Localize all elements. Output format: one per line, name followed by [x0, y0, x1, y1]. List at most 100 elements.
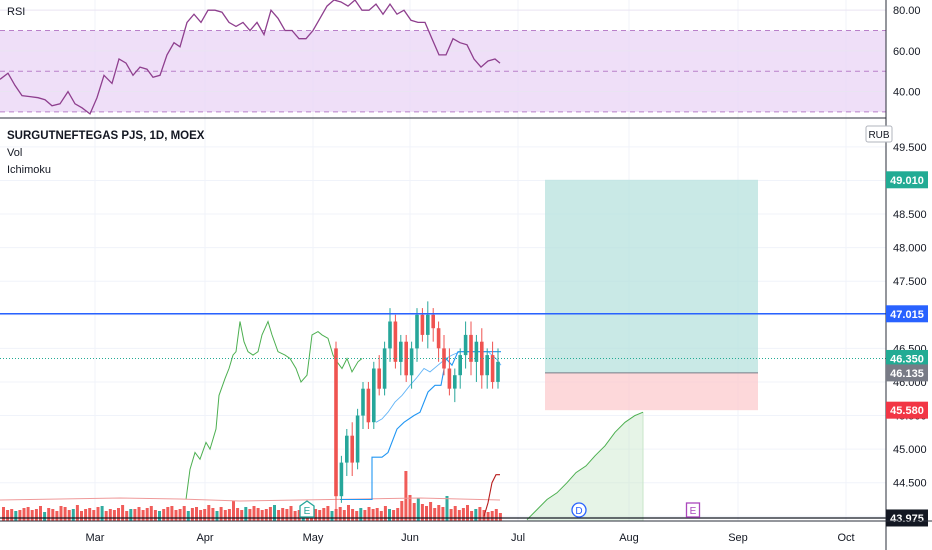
volume-bar	[457, 510, 461, 521]
volume-bar	[190, 508, 194, 521]
candle-body	[355, 415, 360, 463]
volume-bar	[297, 510, 301, 521]
volume-bar	[293, 511, 297, 521]
currency-badge-box	[865, 125, 893, 143]
volume-bar	[441, 507, 445, 521]
candle	[485, 348, 489, 389]
volume-bar	[18, 510, 22, 521]
volume-bar	[67, 510, 71, 521]
position-stop-zone	[545, 372, 758, 411]
price-label: 47.015	[886, 305, 928, 323]
candle	[436, 321, 441, 362]
volume-bar	[383, 506, 387, 521]
volume-bar	[88, 508, 92, 521]
price-label: 45.580	[886, 401, 928, 419]
volume-bar	[211, 508, 215, 521]
candle-body	[366, 388, 371, 423]
candle	[469, 321, 473, 376]
rsi-pane-title: RSI	[7, 6, 26, 18]
volume-bar	[203, 509, 207, 521]
candle-body	[404, 341, 408, 376]
candle-body	[496, 361, 500, 382]
candles	[334, 301, 500, 510]
candle	[458, 348, 462, 389]
x-tick-label: Jun	[401, 532, 419, 544]
volume-bar	[178, 509, 182, 521]
volume-bar	[322, 508, 326, 521]
volume-bar	[80, 511, 83, 521]
volume-bar	[359, 508, 363, 521]
candle	[334, 341, 338, 510]
candle	[474, 334, 479, 382]
candle-body	[485, 355, 489, 376]
position-target-zone	[545, 179, 758, 373]
volume-bar	[461, 508, 465, 521]
volume-bar	[223, 510, 227, 521]
volume-bar	[133, 509, 137, 521]
volume-bar	[408, 495, 412, 521]
candle	[339, 455, 344, 503]
indicator-label-ichimoku: Ichimoku	[7, 164, 52, 176]
volume-bar	[121, 505, 125, 521]
volume-bar	[363, 510, 367, 521]
price-tick-label: 48.500	[893, 209, 927, 221]
candle	[399, 334, 403, 376]
candle-body	[431, 314, 435, 329]
volume-bar	[355, 511, 359, 521]
volume-bar	[490, 511, 494, 521]
marker-label: E	[690, 506, 697, 517]
volume-bar	[437, 505, 441, 521]
price-label-box	[886, 364, 928, 382]
volume-bar	[453, 506, 457, 521]
candle-body	[372, 368, 376, 423]
volume-bar	[30, 510, 34, 521]
x-tick-label: Mar	[86, 532, 105, 544]
volume-bar	[314, 509, 318, 521]
price-label-box	[886, 509, 928, 527]
candle-body	[474, 341, 479, 362]
volume-bar	[125, 511, 129, 521]
volume-bar	[289, 506, 293, 521]
volume-bar	[392, 510, 396, 521]
volume-bar	[416, 498, 420, 521]
price-tick-label: 49.500	[893, 142, 927, 154]
volume-bar	[2, 507, 5, 521]
candle-body	[334, 348, 338, 497]
volume-bar	[108, 509, 112, 521]
x-tick-label: Aug	[619, 532, 639, 544]
volume-bar	[240, 510, 244, 521]
volume-bar	[51, 509, 55, 521]
volume-bar	[43, 512, 47, 521]
candle-body	[463, 334, 468, 356]
volume-bar	[268, 507, 272, 521]
volume-bar	[260, 510, 264, 521]
marker-shape	[299, 500, 315, 518]
x-tick-label: Jul	[511, 532, 525, 544]
volume-bar	[34, 509, 38, 521]
volume-bar	[342, 510, 346, 521]
candle-body	[415, 314, 419, 349]
candle-body	[382, 348, 387, 389]
volume-bar	[273, 505, 276, 521]
price-label-text: 45.580	[890, 405, 924, 417]
volume-bar	[252, 506, 256, 521]
candle	[496, 348, 500, 389]
price-label-text: 46.350	[890, 353, 924, 365]
candle	[404, 334, 408, 382]
candle-body	[409, 348, 414, 376]
candle-body	[388, 321, 392, 349]
ichimoku-span-line	[185, 320, 363, 500]
candle	[393, 314, 398, 369]
x-tick-label: Apr	[196, 532, 213, 544]
candle-body	[469, 334, 473, 362]
candle	[350, 422, 354, 476]
volume-bar	[371, 509, 375, 521]
candle-body	[350, 435, 354, 463]
candle	[463, 321, 468, 369]
volume-bar	[117, 508, 120, 521]
volume-bar	[219, 507, 223, 521]
volume-bar	[26, 507, 30, 521]
price-label: 43.975	[886, 509, 928, 527]
volume-bar	[470, 511, 474, 521]
